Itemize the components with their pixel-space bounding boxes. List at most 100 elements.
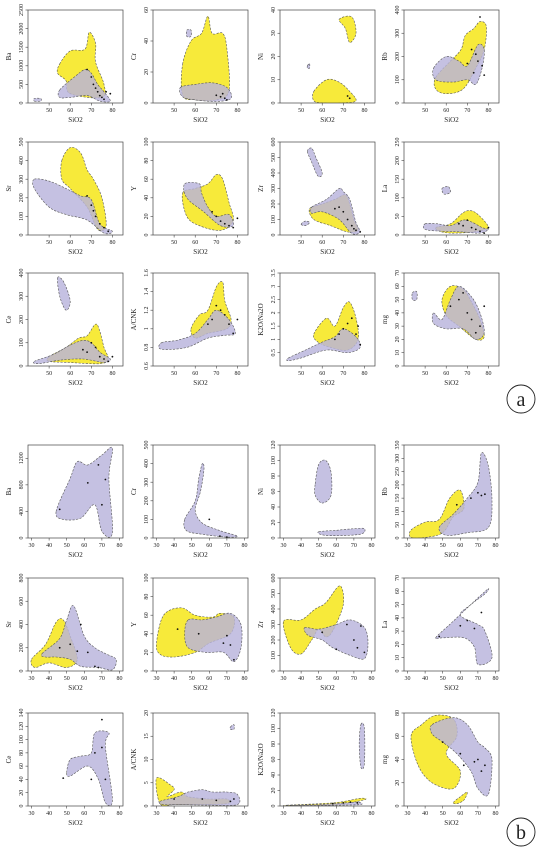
chart-panel-b-ce: 30 40 50 60 70 80 0 20 40 60 80 100 120 140 SiO2 Ce: [5, 709, 124, 827]
y-axis-label: Rb: [381, 487, 389, 496]
x-axis-label: SiO2: [68, 684, 83, 692]
y-axis-label: Ce: [5, 756, 13, 764]
data-point: [470, 318, 473, 321]
y-axis-label: Ce: [5, 316, 13, 324]
data-point: [233, 798, 235, 800]
x-axis-label: SiO2: [444, 684, 459, 692]
x-tick-label: 70: [99, 676, 105, 682]
plot-frame: [27, 9, 124, 104]
y-tick-label: 300: [395, 454, 401, 463]
lavender-field: [411, 290, 418, 301]
plot-frame: [152, 577, 249, 672]
data-point: [94, 87, 97, 89]
data-point: [236, 318, 239, 321]
panel-mark-a-circle: [506, 384, 536, 414]
x-tick-label: 30: [154, 676, 160, 682]
plot-frame: [27, 712, 124, 807]
y-tick-label: 0: [19, 365, 25, 368]
data-point: [58, 646, 61, 649]
y-tick-label: 120: [271, 709, 277, 718]
x-tick-label: 80: [109, 371, 115, 377]
data-point: [86, 482, 89, 484]
data-point: [223, 314, 226, 316]
x-tick-label: 50: [298, 240, 304, 246]
data-point: [466, 62, 469, 65]
lavender-field: [307, 147, 323, 178]
y-tick-label: 20: [144, 69, 150, 75]
y-tick-label: 60: [395, 733, 401, 739]
x-tick-label: 40: [298, 543, 304, 549]
x-tick-label: 70: [213, 108, 219, 114]
data-point: [348, 97, 351, 100]
x-tick-label: 50: [440, 543, 446, 549]
y-tick-label: 300: [19, 292, 25, 301]
data-point: [107, 360, 110, 363]
plot-frame: [152, 9, 249, 104]
x-axis-label: SiO2: [68, 551, 83, 559]
y-tick-label: 200: [395, 480, 401, 489]
lavender-field: [32, 178, 113, 235]
data-point: [355, 229, 357, 232]
data-point: [331, 802, 334, 805]
x-tick-label: 60: [319, 240, 325, 246]
data-point: [338, 206, 340, 209]
y-tick-label: 1500: [19, 41, 25, 53]
panel-mark-a: a: [506, 384, 536, 414]
data-point: [62, 777, 65, 779]
data-point: [229, 644, 232, 646]
panel-label-a: a: [517, 389, 526, 411]
x-tick-label: 80: [485, 240, 491, 246]
y-tick-label: 200: [144, 496, 150, 505]
y-tick-label: 10: [144, 757, 150, 763]
data-point: [346, 623, 348, 626]
lavender-field: [422, 219, 489, 234]
x-tick-label: 70: [88, 371, 94, 377]
yellow-field: [452, 791, 468, 805]
lavender-field: [184, 612, 243, 663]
x-tick-label: 50: [46, 371, 52, 377]
data-point: [226, 99, 228, 101]
data-point: [103, 98, 105, 101]
field-group: [33, 276, 114, 365]
field-group: [156, 607, 243, 663]
y-tick-label: 0: [19, 670, 25, 673]
data-point: [103, 226, 105, 229]
data-point: [92, 209, 95, 212]
x-tick-label: 70: [475, 811, 481, 817]
lavender-field: [431, 285, 485, 340]
x-axis-label: SiO2: [320, 819, 335, 827]
x-tick-label: 80: [368, 543, 374, 549]
x-tick-label: 60: [192, 108, 198, 114]
data-point: [462, 224, 464, 227]
y-tick-label: 1200: [19, 452, 25, 464]
y-tick-label: 100: [19, 212, 25, 221]
chart-panel-a-mg: 50 60 70 80 0 10 20 30 40 50 60 70 SiO2 mg: [381, 270, 500, 387]
lavender-field: [306, 63, 311, 69]
data-point: [359, 231, 362, 233]
plot-frame: [27, 444, 124, 539]
data-point: [473, 627, 476, 630]
y-tick-label: 500: [19, 138, 25, 147]
y-tick-label: 400: [19, 507, 25, 516]
data-point: [79, 623, 82, 626]
y-axis-label: K2O/Na2O: [257, 743, 265, 775]
y-tick-label: 20: [271, 788, 277, 794]
data-point: [472, 71, 475, 74]
y-tick-label: 80: [144, 594, 150, 600]
y-axis-label: Cr: [130, 52, 138, 60]
data-point: [101, 718, 103, 721]
lavender-field: [41, 605, 117, 671]
y-tick-label: 80: [271, 741, 277, 747]
y-tick-label: 300: [271, 184, 277, 193]
y-tick-label: 0: [144, 102, 150, 105]
data-point: [455, 503, 458, 506]
y-tick-label: 150: [395, 494, 401, 503]
data-point: [232, 332, 235, 335]
y-tick-label: 20: [395, 780, 401, 786]
x-tick-label: 70: [340, 240, 346, 246]
y-tick-label: 140: [19, 709, 25, 718]
data-point: [487, 226, 490, 229]
data-point: [477, 758, 479, 761]
field-group: [422, 186, 490, 235]
data-point: [233, 658, 235, 661]
